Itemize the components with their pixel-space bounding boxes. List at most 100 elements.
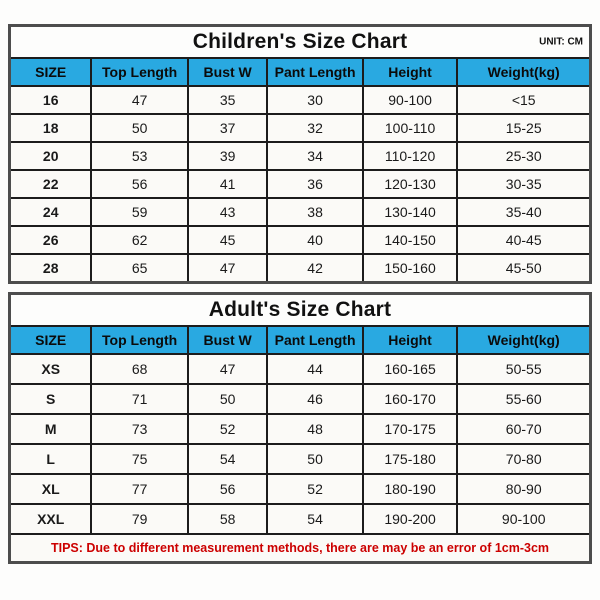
size-cell: 26 bbox=[8, 225, 93, 255]
table-row: 28 65 47 42 150-160 45-50 bbox=[8, 253, 592, 284]
value-cell: 56 bbox=[186, 473, 269, 505]
adult-chart-title: Adult's Size Chart bbox=[208, 298, 392, 321]
value-cell: 36 bbox=[266, 169, 364, 199]
value-cell: 110-120 bbox=[361, 141, 459, 171]
column-header-bust-w: Bust W bbox=[186, 57, 269, 87]
value-cell: 32 bbox=[266, 113, 364, 143]
value-cell: 47 bbox=[90, 85, 189, 115]
value-cell: 34 bbox=[266, 141, 364, 171]
table-row: XXL 79 58 54 190-200 90-100 bbox=[8, 503, 592, 535]
size-cell: 16 bbox=[8, 85, 93, 115]
table-row: XL 77 56 52 180-190 80-90 bbox=[8, 473, 592, 505]
value-cell: 79 bbox=[90, 503, 189, 535]
value-cell: 180-190 bbox=[361, 473, 459, 505]
size-cell: 28 bbox=[8, 253, 93, 284]
size-cell: XL bbox=[8, 473, 93, 505]
value-cell: 38 bbox=[266, 197, 364, 227]
table-row: 24 59 43 38 130-140 35-40 bbox=[8, 197, 592, 227]
children-header-row: SIZE Top Length Bust W Pant Length Heigh… bbox=[8, 57, 592, 87]
size-cell: L bbox=[8, 443, 93, 475]
value-cell: 43 bbox=[186, 197, 269, 227]
value-cell: 130-140 bbox=[361, 197, 459, 227]
value-cell: 90-100 bbox=[456, 503, 592, 535]
adult-title-bar: Adult's Size Chart bbox=[8, 292, 592, 327]
value-cell: 58 bbox=[186, 503, 269, 535]
value-cell: 160-165 bbox=[361, 353, 459, 385]
table-row: 22 56 41 36 120-130 30-35 bbox=[8, 169, 592, 199]
value-cell: 160-170 bbox=[361, 383, 459, 415]
value-cell: 42 bbox=[266, 253, 364, 284]
children-size-chart-table: Children's Size Chart UNIT: CM SIZE Top … bbox=[8, 24, 592, 284]
value-cell: 40 bbox=[266, 225, 364, 255]
children-title-bar: Children's Size Chart UNIT: CM bbox=[8, 24, 592, 59]
size-cell: XS bbox=[8, 353, 93, 385]
value-cell: 77 bbox=[90, 473, 189, 505]
tips-note: TIPS: Due to different measurement metho… bbox=[8, 533, 592, 564]
column-header-weight: Weight(kg) bbox=[456, 57, 592, 87]
value-cell: 56 bbox=[90, 169, 189, 199]
value-cell: 120-130 bbox=[361, 169, 459, 199]
value-cell: 62 bbox=[90, 225, 189, 255]
column-header-height: Height bbox=[361, 325, 459, 355]
size-cell: S bbox=[8, 383, 93, 415]
value-cell: 44 bbox=[266, 353, 364, 385]
children-chart-title: Children's Size Chart bbox=[192, 30, 408, 53]
value-cell: 30-35 bbox=[456, 169, 592, 199]
unit-label: UNIT: CM bbox=[539, 36, 583, 48]
value-cell: 37 bbox=[186, 113, 269, 143]
size-cell: 24 bbox=[8, 197, 93, 227]
children-table-body: 16 47 35 30 90-100 <15 18 50 37 32 100-110 15-25 20 5… bbox=[8, 85, 592, 284]
value-cell: 175-180 bbox=[361, 443, 459, 475]
value-cell: 39 bbox=[186, 141, 269, 171]
value-cell: 65 bbox=[90, 253, 189, 284]
value-cell: 46 bbox=[266, 383, 364, 415]
value-cell: 50 bbox=[90, 113, 189, 143]
value-cell: 70-80 bbox=[456, 443, 592, 475]
value-cell: 45-50 bbox=[456, 253, 592, 284]
table-row: 16 47 35 30 90-100 <15 bbox=[8, 85, 592, 115]
value-cell: 54 bbox=[186, 443, 269, 475]
value-cell: <15 bbox=[456, 85, 592, 115]
value-cell: 100-110 bbox=[361, 113, 459, 143]
column-header-pant-length: Pant Length bbox=[266, 57, 364, 87]
value-cell: 54 bbox=[266, 503, 364, 535]
size-cell: 18 bbox=[8, 113, 93, 143]
children-title-row: Children's Size Chart UNIT: CM bbox=[8, 24, 592, 59]
value-cell: 71 bbox=[90, 383, 189, 415]
value-cell: 50-55 bbox=[456, 353, 592, 385]
table-row: L 75 54 50 175-180 70-80 bbox=[8, 443, 592, 475]
column-header-weight: Weight(kg) bbox=[456, 325, 592, 355]
adult-size-chart-table: Adult's Size Chart SIZE Top Length Bust … bbox=[8, 292, 592, 564]
value-cell: 75 bbox=[90, 443, 189, 475]
table-row: XS 68 47 44 160-165 50-55 bbox=[8, 353, 592, 385]
table-row: 18 50 37 32 100-110 15-25 bbox=[8, 113, 592, 143]
tips-row: TIPS: Due to different measurement metho… bbox=[8, 533, 592, 564]
value-cell: 47 bbox=[186, 353, 269, 385]
value-cell: 60-70 bbox=[456, 413, 592, 445]
value-cell: 15-25 bbox=[456, 113, 592, 143]
adult-table-body: XS 68 47 44 160-165 50-55 S 71 50 46 160-170 55-60 M… bbox=[8, 353, 592, 535]
value-cell: 47 bbox=[186, 253, 269, 284]
column-header-size: SIZE bbox=[8, 325, 93, 355]
table-row: M 73 52 48 170-175 60-70 bbox=[8, 413, 592, 445]
column-header-top-length: Top Length bbox=[90, 325, 189, 355]
value-cell: 45 bbox=[186, 225, 269, 255]
value-cell: 90-100 bbox=[361, 85, 459, 115]
value-cell: 41 bbox=[186, 169, 269, 199]
value-cell: 55-60 bbox=[456, 383, 592, 415]
value-cell: 50 bbox=[186, 383, 269, 415]
value-cell: 52 bbox=[266, 473, 364, 505]
size-cell: M bbox=[8, 413, 93, 445]
value-cell: 190-200 bbox=[361, 503, 459, 535]
value-cell: 80-90 bbox=[456, 473, 592, 505]
column-header-size: SIZE bbox=[8, 57, 93, 87]
column-header-pant-length: Pant Length bbox=[266, 325, 364, 355]
adult-header-row: SIZE Top Length Bust W Pant Length Heigh… bbox=[8, 325, 592, 355]
value-cell: 30 bbox=[266, 85, 364, 115]
size-cell: 20 bbox=[8, 141, 93, 171]
table-row: 26 62 45 40 140-150 40-45 bbox=[8, 225, 592, 255]
table-row: S 71 50 46 160-170 55-60 bbox=[8, 383, 592, 415]
value-cell: 35-40 bbox=[456, 197, 592, 227]
adult-title-row: Adult's Size Chart bbox=[8, 292, 592, 327]
